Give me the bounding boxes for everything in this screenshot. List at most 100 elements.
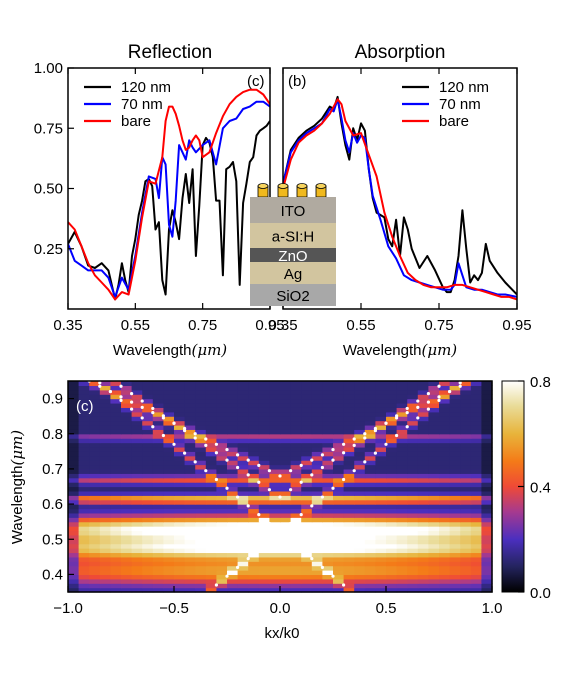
heatmap-cell <box>248 508 260 514</box>
y-tick-label: 0.4 <box>42 566 63 583</box>
heatmap-cell <box>280 561 292 567</box>
heatmap-cell <box>163 398 175 404</box>
heatmap-cell <box>364 499 376 505</box>
heatmap-cell <box>152 508 164 514</box>
mode-dot <box>416 405 420 409</box>
heatmap-cell <box>195 473 207 479</box>
heatmap-cell <box>227 490 239 496</box>
heatmap-cell <box>481 552 493 558</box>
heatmap-cell <box>301 565 313 571</box>
heatmap-cell <box>375 486 387 492</box>
heatmap-cell <box>280 389 292 395</box>
heatmap-cell <box>439 468 451 474</box>
heatmap-cell <box>481 543 493 549</box>
heatmap-cell <box>195 438 207 444</box>
heatmap-cell <box>152 583 164 589</box>
heatmap-cell <box>269 468 281 474</box>
mode-dot <box>172 442 176 446</box>
heatmap-cell <box>343 570 355 576</box>
heatmap-cell <box>152 539 164 545</box>
heatmap-cell <box>386 570 398 576</box>
heatmap-cell <box>174 574 186 580</box>
heatmap-cell <box>110 539 122 545</box>
heatmap-cell <box>205 543 217 549</box>
heatmap-cell <box>163 455 175 461</box>
heatmap-cell <box>354 389 366 395</box>
heatmap-cell <box>121 411 133 417</box>
heatmap-cell <box>237 477 249 483</box>
heatmap-cell <box>343 548 355 554</box>
heatmap-cell <box>258 499 270 505</box>
heatmap-cell <box>322 429 334 435</box>
heatmap-cell <box>343 574 355 580</box>
heatmap-cell <box>428 385 440 391</box>
heatmap-cell <box>311 578 323 584</box>
heatmap-cells <box>68 381 493 593</box>
heatmap-cell <box>481 381 493 386</box>
heatmap-cell <box>269 556 281 562</box>
heatmap-cell <box>439 552 451 558</box>
heatmap-cell <box>142 420 154 426</box>
heatmap-cell <box>99 521 111 527</box>
heatmap-cell <box>258 508 270 514</box>
heatmap-cell <box>152 517 164 523</box>
mode-dot <box>236 465 240 470</box>
heatmap-cell <box>428 389 440 395</box>
heatmap-cell <box>333 552 345 558</box>
heatmap-cell <box>216 460 228 466</box>
heatmap-cell <box>354 526 366 532</box>
heatmap-cell <box>364 583 376 589</box>
heatmap-cell <box>184 574 196 580</box>
x-tick-label: 0.95 <box>255 317 284 334</box>
heatmap-cell <box>152 429 164 435</box>
mode-dot <box>172 421 176 425</box>
heatmap-cell <box>248 530 260 536</box>
heatmap-cell <box>301 508 313 514</box>
heatmap-cell <box>99 416 111 422</box>
heatmap-cell <box>290 508 302 514</box>
heatmap-cell <box>396 477 408 483</box>
heatmap-cell <box>184 508 196 514</box>
heatmap-cell <box>407 438 419 444</box>
heatmap-cell <box>184 398 196 404</box>
mode-dot <box>299 513 303 517</box>
heatmap-cell <box>142 526 154 532</box>
heatmap-cell <box>78 552 90 558</box>
heatmap-cell <box>439 446 451 452</box>
heatmap-cell <box>152 411 164 417</box>
heatmap-cell <box>322 398 334 404</box>
heatmap-cell <box>237 455 249 461</box>
heatmap-cell <box>407 381 419 386</box>
heatmap-cell <box>237 526 249 532</box>
heatmap-cell <box>110 411 122 417</box>
heatmap-cell <box>375 530 387 536</box>
heatmap-cell <box>311 473 323 479</box>
heatmap-cell <box>163 495 175 501</box>
heatmap-cell <box>131 407 143 413</box>
heatmap-cell <box>407 442 419 448</box>
mode-dot <box>416 399 420 403</box>
heatmap-cell <box>439 526 451 532</box>
heatmap-cell <box>280 539 292 545</box>
mode-dot <box>130 400 134 404</box>
heatmap-cell <box>322 433 334 439</box>
heatmap-cell <box>311 446 323 452</box>
heatmap-cell <box>195 512 207 518</box>
heatmap-cell <box>375 389 387 395</box>
heatmap-cell <box>364 512 376 518</box>
heatmap-cell <box>110 473 122 479</box>
heatmap-cell <box>375 446 387 452</box>
heatmap-cell <box>142 508 154 514</box>
heatmap-cell <box>152 385 164 391</box>
heatmap-cell <box>248 578 260 584</box>
mode-dot <box>320 465 324 470</box>
heatmap-cell <box>78 517 90 523</box>
heatmap-cell <box>99 495 111 501</box>
heatmap-cell <box>269 460 281 466</box>
heatmap-cell <box>439 486 451 492</box>
heatmap-cell <box>280 407 292 413</box>
heatmap-cell <box>439 429 451 435</box>
heatmap-cell <box>258 473 270 479</box>
heatmap-cell <box>269 398 281 404</box>
